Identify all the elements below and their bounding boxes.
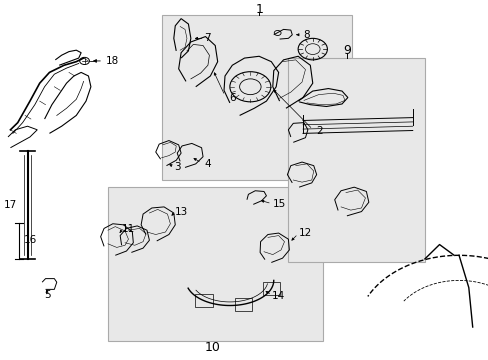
Text: 12: 12 (299, 228, 312, 238)
Text: 15: 15 (272, 199, 285, 210)
Text: 13: 13 (174, 207, 188, 217)
Text: 16: 16 (24, 235, 37, 245)
Text: 8: 8 (303, 30, 309, 40)
Text: 9: 9 (342, 44, 350, 57)
Text: 14: 14 (272, 291, 285, 301)
Bar (195, 294, 212, 307)
Text: 18: 18 (105, 56, 119, 66)
Text: 7: 7 (203, 33, 210, 43)
Text: 17: 17 (4, 200, 17, 210)
Text: 11: 11 (122, 225, 135, 234)
Text: 3: 3 (173, 162, 180, 172)
Text: 6: 6 (228, 93, 235, 103)
Text: 10: 10 (204, 341, 220, 354)
Bar (108, 187, 322, 341)
Text: 5: 5 (43, 291, 50, 301)
Bar (288, 58, 424, 262)
Bar (234, 298, 252, 311)
Bar (161, 15, 351, 180)
Text: 2: 2 (316, 126, 323, 135)
Bar (262, 282, 280, 294)
Text: 1: 1 (255, 3, 263, 16)
Text: 4: 4 (204, 159, 211, 169)
